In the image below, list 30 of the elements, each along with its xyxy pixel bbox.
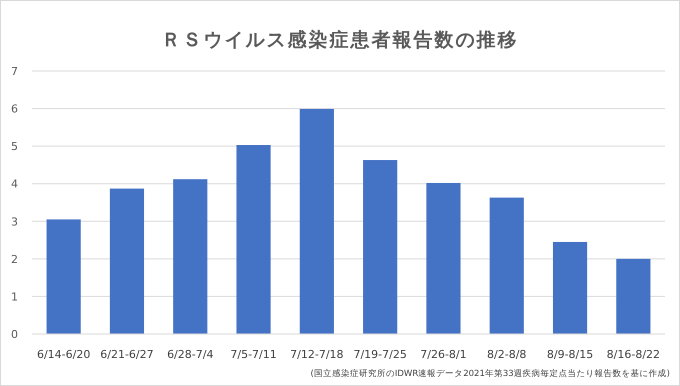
x-tick-label: 6/21-6/27 bbox=[100, 348, 154, 361]
x-tick-label: 8/2-8/8 bbox=[487, 348, 526, 361]
bar bbox=[616, 258, 650, 334]
y-tick-label: 5 bbox=[11, 140, 18, 154]
bar bbox=[363, 160, 398, 334]
y-tick-label: 7 bbox=[11, 65, 18, 78]
x-tick-label: 7/19-7/25 bbox=[353, 348, 407, 361]
bar bbox=[110, 188, 144, 334]
y-tick-label: 2 bbox=[11, 252, 18, 266]
bar bbox=[552, 242, 588, 334]
y-tick-label: 6 bbox=[11, 102, 18, 116]
x-tick-label: 7/26-8/1 bbox=[420, 348, 467, 361]
text: (国立感染症研究所のIDWR速報データ2021年第33週疾病毎定点当たり報告数を基に作成) bbox=[310, 368, 670, 379]
bar bbox=[300, 108, 334, 334]
x-tick-label: 7/12-7/18 bbox=[290, 348, 344, 361]
chart-title: ＲＳウイルス感染症患者報告数の推移 bbox=[162, 29, 518, 51]
bar bbox=[173, 179, 208, 334]
x-tick-label: 6/28-7/4 bbox=[167, 348, 214, 361]
y-tick-label: 4 bbox=[11, 178, 18, 191]
bar bbox=[426, 182, 461, 334]
bar bbox=[490, 198, 524, 334]
x-tick-label: 8/9-8/15 bbox=[546, 348, 594, 361]
x-tick-label: 8/16-8/22 bbox=[606, 348, 660, 361]
bar bbox=[236, 145, 271, 334]
bar bbox=[46, 219, 81, 334]
y-tick-label: 0 bbox=[11, 328, 18, 341]
x-tick-label: 6/14-6/20 bbox=[36, 348, 90, 361]
y-tick-label: 3 bbox=[11, 215, 18, 228]
y-tick-label: 1 bbox=[11, 290, 18, 304]
x-tick-label: 7/5-7/11 bbox=[230, 348, 277, 361]
